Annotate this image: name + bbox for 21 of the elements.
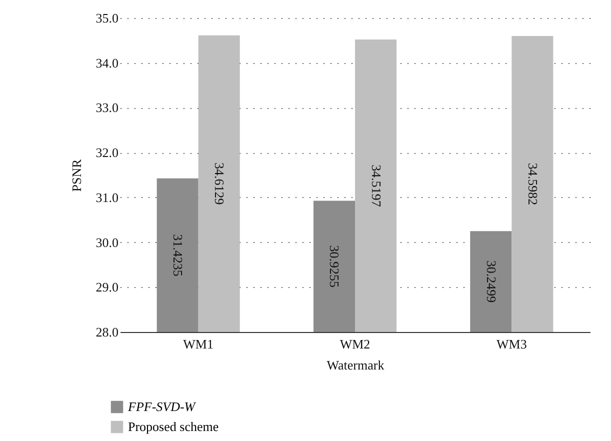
data-label: 34.5982 — [525, 162, 540, 206]
y-tick-label: 35.0 — [96, 10, 118, 26]
legend-label: FPF-SVD-W — [127, 399, 196, 414]
data-label: 31.4235 — [170, 234, 186, 276]
data-label: 30.2499 — [484, 260, 499, 303]
data-label: 30.9255 — [327, 245, 342, 288]
y-tick-label: 29.0 — [96, 280, 118, 295]
y-tick-label: 32.0 — [96, 145, 118, 160]
y-axis-title: PSNR — [68, 158, 84, 192]
data-label: 34.6129 — [212, 162, 228, 205]
x-tick-label: WM3 — [496, 336, 527, 352]
y-tick-label: 28.0 — [96, 324, 118, 340]
x-tick-label: WM1 — [183, 336, 214, 352]
data-label: 34.5197 — [368, 164, 384, 208]
x-tick-label: WM2 — [340, 336, 370, 352]
y-tick-label: 34.0 — [96, 55, 118, 70]
y-tick-label: 30.0 — [96, 234, 118, 250]
y-tick-label: 31.0 — [96, 190, 118, 205]
y-tick-label: 33.0 — [96, 100, 118, 116]
legend-label: Proposed scheme — [128, 419, 219, 434]
x-axis-title: Watermark — [326, 358, 385, 372]
